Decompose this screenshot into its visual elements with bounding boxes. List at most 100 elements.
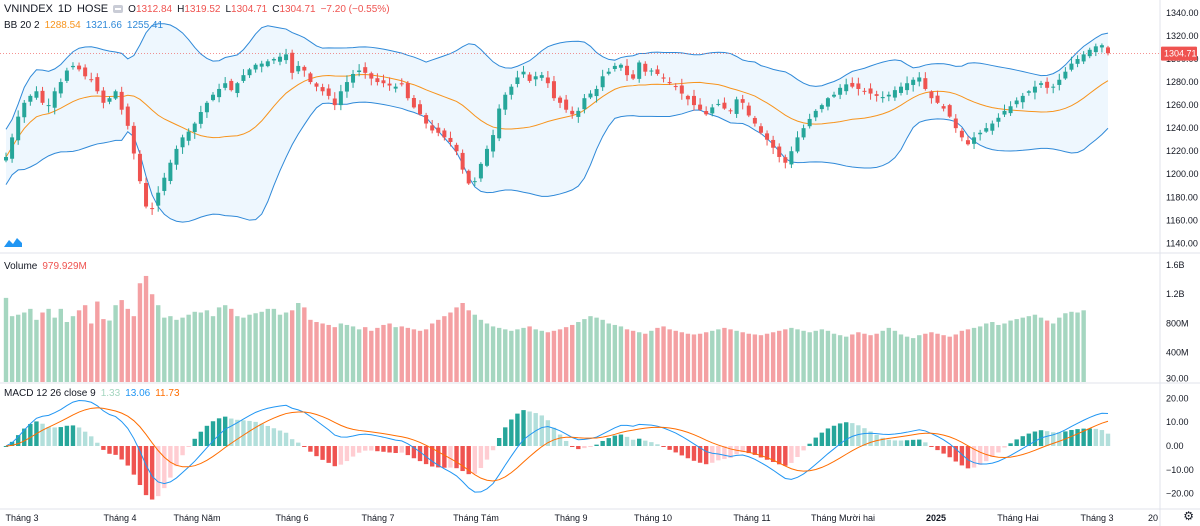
volume-bar (1008, 320, 1013, 382)
last-price-tag-label: 1304.71 (1164, 49, 1197, 59)
volume-bar (929, 332, 934, 382)
volume-bar (1075, 312, 1080, 382)
volume-bar (271, 308, 277, 382)
candle (186, 128, 191, 146)
macd-histogram-bar (350, 446, 356, 457)
candle (588, 90, 593, 100)
interval-label[interactable]: 1D (57, 3, 72, 15)
macd-histogram-bar (283, 432, 289, 446)
price-tick-label: 1140.00 (1166, 238, 1198, 248)
volume-bar (734, 330, 739, 382)
candle (375, 73, 380, 86)
volume-bar (76, 310, 82, 382)
volume-bar (496, 327, 502, 382)
volume-bar (990, 322, 995, 382)
candle (156, 186, 161, 212)
settings-gear-icon[interactable]: ⚙ (1183, 509, 1194, 523)
volume-bar (825, 330, 831, 382)
bb-legend[interactable]: BB 20 2 1288.54 1321.66 1255.41 (4, 20, 163, 31)
volume-bar (947, 336, 952, 382)
volume-bar (923, 333, 928, 382)
macd-histogram-bar (460, 446, 465, 472)
candle (198, 105, 203, 129)
macd-histogram-bar (521, 410, 526, 446)
volume-bar (685, 333, 691, 382)
candle (137, 150, 142, 184)
candle (892, 86, 897, 101)
candle (418, 100, 423, 116)
collapse-legend-icon[interactable] (113, 5, 124, 13)
volume-bar (356, 329, 362, 382)
macd-histogram-bar (28, 423, 33, 446)
price-tick-label: 1340.00 (1166, 8, 1199, 18)
macd-histogram-bar (15, 435, 21, 446)
volume-legend[interactable]: Volume 979.929M (4, 261, 87, 272)
volume-bar (953, 334, 958, 382)
volume-bar (344, 324, 350, 382)
candle (996, 113, 1001, 128)
macd-histogram-bar (484, 446, 490, 460)
candle (551, 75, 556, 101)
candle (710, 104, 715, 117)
candle (868, 83, 873, 100)
macd-histogram-bar (789, 446, 794, 463)
macd-histogram-bar (649, 442, 654, 446)
macd-pane (3, 399, 1111, 500)
macd-histogram-bar (149, 446, 155, 500)
macd-legend[interactable]: MACD 12 26 close 9 1.33 13.06 11.73 (4, 388, 180, 399)
macd-signal-line (5, 407, 1109, 482)
macd-histogram-bar (1087, 428, 1092, 446)
volume-bar (125, 308, 130, 382)
candle (941, 103, 946, 112)
candle (46, 98, 51, 113)
time-axis-label: Tháng 3 (1080, 513, 1113, 523)
candle (801, 124, 806, 140)
volume-bar (113, 305, 118, 382)
candle (1075, 55, 1080, 68)
macd-histogram-bar (728, 446, 733, 459)
candle (442, 128, 447, 141)
volume-bar (253, 313, 258, 382)
time-axis-label: Tháng 10 (634, 513, 672, 523)
candle (698, 98, 703, 111)
candle (247, 67, 252, 78)
price-tick-label: 1220.00 (1166, 146, 1199, 156)
macd-histogram-bar (113, 446, 118, 455)
candle (1014, 97, 1019, 108)
volume-bar (265, 308, 271, 382)
candle (965, 136, 970, 146)
candle (478, 162, 483, 182)
volume-bar (850, 334, 855, 382)
candle (1045, 77, 1050, 94)
volume-bar (710, 330, 715, 382)
volume-bar (570, 324, 575, 382)
macd-histogram-bar (107, 446, 112, 454)
candle (265, 59, 270, 68)
volume-bar (1038, 317, 1044, 382)
volume-bar (107, 320, 112, 382)
macd-histogram-bar (977, 446, 983, 465)
candle (430, 119, 435, 134)
candle (813, 109, 818, 122)
macd-histogram-bar (843, 422, 849, 446)
tradingview-logo-icon[interactable] (4, 234, 22, 252)
volume-bar (338, 323, 344, 382)
macd-histogram-bar (363, 446, 368, 451)
candle (1106, 45, 1110, 56)
time-axis-label: Tháng Tám (453, 513, 499, 523)
candle (1039, 80, 1044, 89)
time-axis-label: Tháng 4 (103, 513, 136, 523)
macd-histogram-bar (795, 446, 800, 458)
candle (978, 129, 983, 141)
price-tick-label: 1200.00 (1166, 169, 1199, 179)
candle (807, 113, 812, 129)
candle (387, 77, 392, 91)
macd-signal-value: 11.73 (155, 388, 180, 399)
candle (1020, 92, 1025, 109)
candle (277, 52, 282, 66)
volume-bar (448, 312, 453, 382)
symbol-name[interactable]: VNINDEX (4, 3, 53, 15)
candle (192, 121, 197, 139)
candle (28, 94, 33, 106)
